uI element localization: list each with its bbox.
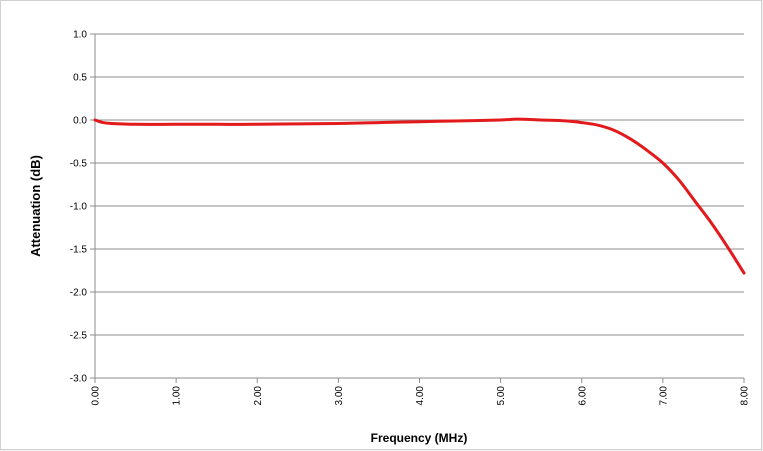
x-tick-label: 0.00 <box>91 386 102 406</box>
y-tick-label: 1.0 <box>73 30 87 41</box>
y-tick-label: -2.5 <box>70 331 88 342</box>
y-tick-label: -2.0 <box>70 288 88 299</box>
y-tick-label: 0.0 <box>73 116 87 127</box>
x-tick-label: 7.00 <box>658 386 669 406</box>
y-tick-label: -3.0 <box>70 374 88 385</box>
y-tick-label: 0.5 <box>73 73 87 84</box>
y-tick-labels: 1.0 0.5 0.0 -0.5 -1.0 -1.5 -2.0 -2.5 -3.0 <box>70 30 88 385</box>
y-tick-label: -1.5 <box>70 245 88 256</box>
x-tick-label: 6.00 <box>577 386 588 406</box>
y-tick-label: -1.0 <box>70 202 88 213</box>
x-tick-labels: 0.00 1.00 2.00 3.00 4.00 5.00 6.00 7.00 8.00 <box>91 386 751 406</box>
x-tick-label: 2.00 <box>253 386 264 406</box>
grid-lines <box>90 33 744 379</box>
y-tick-label: -0.5 <box>70 159 88 170</box>
x-tick-label: 1.00 <box>172 386 183 406</box>
x-tick-label: 5.00 <box>496 386 507 406</box>
x-axis-title: Frequency (MHz) <box>371 431 468 445</box>
y-axis-title: Attenuation (dB) <box>28 155 43 257</box>
x-tick-label: 8.00 <box>740 386 751 406</box>
x-tick-label: 4.00 <box>415 386 426 406</box>
x-tick-label: 3.00 <box>334 386 345 406</box>
attenuation-series-line <box>93 117 746 275</box>
axes <box>94 34 745 383</box>
series-layer <box>93 117 746 275</box>
